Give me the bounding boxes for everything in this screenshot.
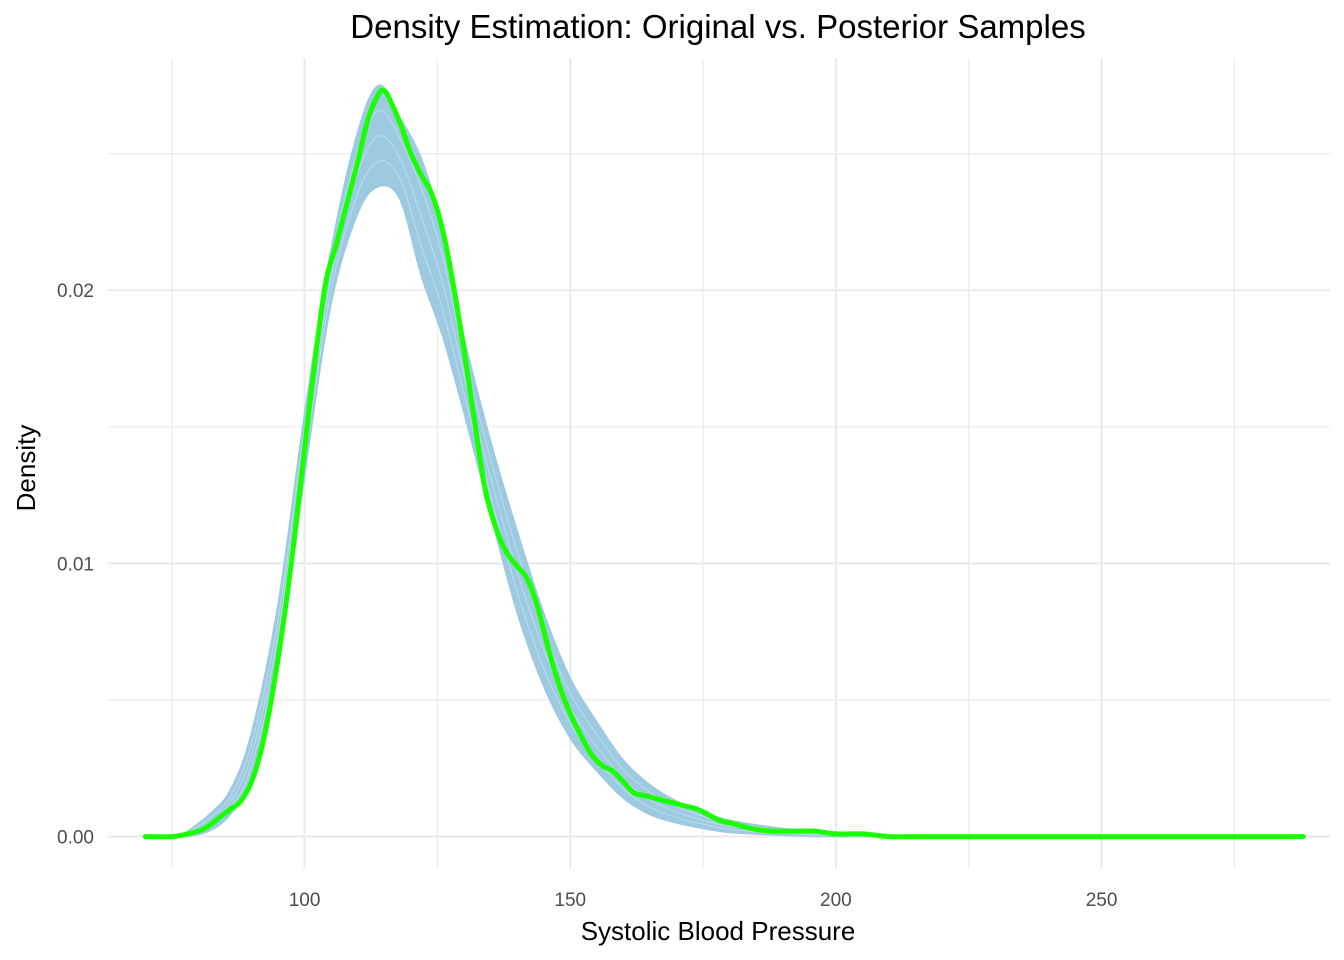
y-tick-label: 0.01: [57, 554, 94, 575]
grid-layer: [108, 58, 1330, 868]
x-axis-title: Systolic Blood Pressure: [581, 916, 856, 946]
chart-title: Density Estimation: Original vs. Posteri…: [350, 8, 1085, 45]
y-tick-label: 0.02: [57, 281, 94, 302]
x-tick-label: 200: [820, 890, 852, 911]
x-tick-label: 100: [289, 890, 321, 911]
x-tick-labels: 100 150 200 250: [289, 890, 1118, 911]
original-density-layer: [142, 87, 1306, 840]
x-tick-label: 250: [1086, 890, 1118, 911]
x-tick-label: 150: [554, 890, 586, 911]
y-axis-title: Density: [11, 425, 41, 512]
original-density-line: [142, 87, 1306, 840]
y-tick-label: 0.00: [57, 828, 94, 849]
y-tick-labels: 0.00 0.01 0.02: [57, 281, 94, 848]
